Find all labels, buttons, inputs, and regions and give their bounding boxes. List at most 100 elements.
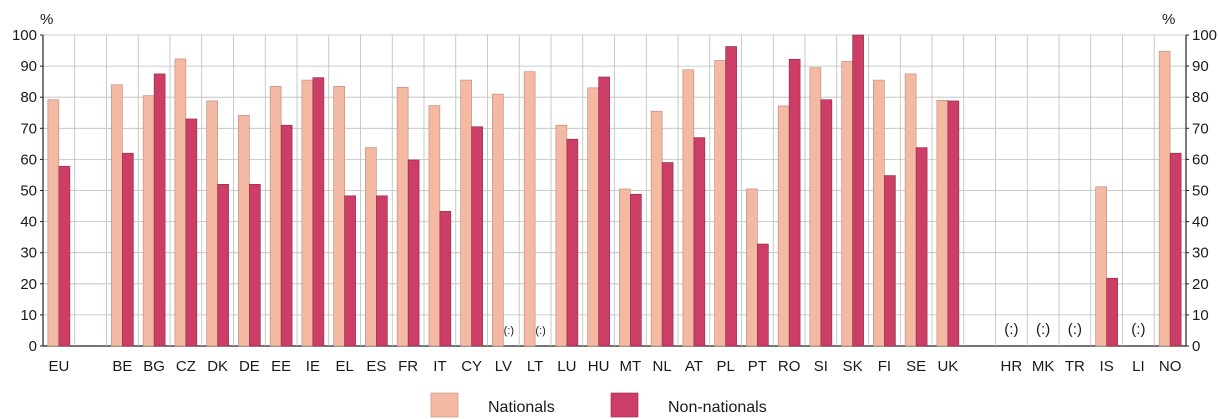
y-unit-label-right: % [1162, 11, 1175, 28]
y-tick-label-right: 20 [1192, 276, 1209, 293]
x-tick-label-no: NO [1159, 358, 1182, 375]
x-tick-label-hr: HR [1001, 358, 1023, 375]
x-tick-label-li: LI [1132, 358, 1145, 375]
x-tick-label-lu: LU [557, 358, 576, 375]
bar-nationals-sk [841, 61, 853, 347]
bar-non-nationals-sk [852, 34, 864, 347]
not-available-label-lt: (:) [535, 325, 545, 337]
y-tick-label-left: 0 [29, 338, 37, 355]
bar-non-nationals-es [376, 195, 388, 347]
y-tick-label-left: 40 [20, 214, 37, 231]
bar-nationals-si [809, 67, 822, 347]
legend-label-nationals: Nationals [488, 399, 555, 416]
y-tick-label-left: 70 [20, 120, 37, 137]
bar-nationals-fr [396, 86, 409, 347]
bar-nationals-es [365, 147, 377, 347]
bar-nationals-ie [301, 79, 314, 347]
bar-nationals-pt [746, 188, 758, 347]
bar-non-nationals-fi [884, 175, 896, 347]
axes: % % 0 0 10 10 20 20 30 30 40 40 50 50 60 60 70 70 80 80 90… [12, 11, 1217, 375]
bar-nationals-it [428, 105, 441, 347]
not-available-label-mk: (:) [1036, 321, 1050, 338]
x-tick-label-se: SE [906, 358, 926, 375]
x-tick-label-lt: LT [527, 358, 543, 375]
bar-nationals-lu [555, 124, 568, 347]
bar-non-nationals-it [439, 211, 452, 347]
x-tick-label-fi: FI [878, 358, 891, 375]
bar-non-nationals-nl [661, 162, 674, 347]
y-tick-label-right: 60 [1192, 151, 1209, 168]
bar-non-nationals-ro [788, 58, 801, 347]
bar-non-nationals-fr [407, 159, 420, 347]
bar-non-nationals-hu [598, 76, 610, 347]
x-tick-label-at: AT [685, 358, 703, 375]
x-tick-label-fr: FR [398, 358, 418, 375]
bar-non-nationals-ee [280, 124, 293, 347]
y-tick-label-left: 10 [20, 307, 37, 324]
bar-non-nationals-el [344, 195, 356, 347]
x-tick-label-lv: LV [495, 358, 512, 375]
bar-nationals-de [238, 114, 250, 347]
x-tick-label-el: EL [335, 358, 353, 375]
bar-non-nationals-pt [757, 243, 769, 347]
bar-non-nationals-eu [58, 165, 71, 347]
x-tick-label-es: ES [366, 358, 386, 375]
x-tick-label-cy: CY [461, 358, 482, 375]
y-tick-label-left: 50 [20, 183, 37, 200]
y-tick-label-right: 70 [1192, 120, 1209, 137]
bar-nationals-no [1158, 50, 1171, 347]
y-tick-label-left: 80 [20, 89, 37, 106]
not-available-label-hr: (:) [1004, 321, 1018, 338]
x-tick-label-bg: BG [143, 358, 165, 375]
bar-nationals-mt [619, 188, 631, 347]
bar-non-nationals-si [820, 99, 833, 347]
bar-nationals-be [111, 84, 123, 347]
not-available-label-li: (:) [1131, 321, 1145, 338]
not-available-label-lv: (:) [504, 325, 514, 337]
bar-non-nationals-is [1106, 277, 1118, 347]
x-tick-label-si: SI [814, 358, 828, 375]
legend-label-non-nationals: Non-nationals [668, 399, 767, 416]
bar-nationals-bg [142, 95, 155, 347]
bar-nationals-dk [206, 100, 218, 347]
y-tick-label-left: 60 [20, 151, 37, 168]
bar-nationals-hu [587, 87, 599, 347]
bar-non-nationals-be [122, 152, 134, 347]
x-tick-label-is: IS [1100, 358, 1114, 375]
bar-non-nationals-cz [185, 118, 198, 347]
bar-non-nationals-uk [947, 100, 960, 347]
bar-nationals-el [333, 86, 345, 347]
x-tick-label-pt: PT [748, 358, 767, 375]
y-tick-label-right: 80 [1192, 89, 1209, 106]
bar-non-nationals-lu [566, 138, 579, 347]
x-tick-label-cz: CZ [176, 358, 196, 375]
bar-nationals-ro [777, 105, 790, 347]
grid [43, 34, 1186, 347]
legend-swatch-nationals [430, 392, 459, 418]
y-tick-label-right: 30 [1192, 245, 1209, 262]
y-unit-label-left: % [40, 11, 53, 28]
bar-non-nationals-mt [630, 193, 642, 347]
y-tick-label-right: 50 [1192, 183, 1209, 200]
y-tick-label-right: 10 [1192, 307, 1209, 324]
not-available-label-tr: (:) [1068, 321, 1082, 338]
x-tick-label-sk: SK [843, 358, 863, 375]
x-tick-label-eu: EU [48, 358, 69, 375]
x-tick-label-dk: DK [207, 358, 228, 375]
bar-non-nationals-de [249, 183, 261, 347]
x-tick-label-mk: MK [1032, 358, 1055, 375]
bar-non-nationals-se [915, 147, 928, 347]
bar-nationals-ee [269, 86, 282, 347]
bar-non-nationals-bg [153, 73, 166, 347]
bar-nationals-se [904, 73, 917, 347]
bar-non-nationals-ie [312, 77, 325, 347]
legend-swatch-non-nationals [610, 392, 639, 418]
x-tick-label-hu: HU [588, 358, 610, 375]
y-tick-label-left: 90 [20, 58, 37, 75]
bar-non-nationals-dk [217, 183, 229, 347]
y-tick-label-right: 40 [1192, 214, 1209, 231]
bar-nationals-fi [873, 79, 885, 347]
bar-non-nationals-cy [471, 126, 483, 347]
x-tick-label-mt: MT [620, 358, 642, 375]
x-tick-label-ee: EE [271, 358, 291, 375]
